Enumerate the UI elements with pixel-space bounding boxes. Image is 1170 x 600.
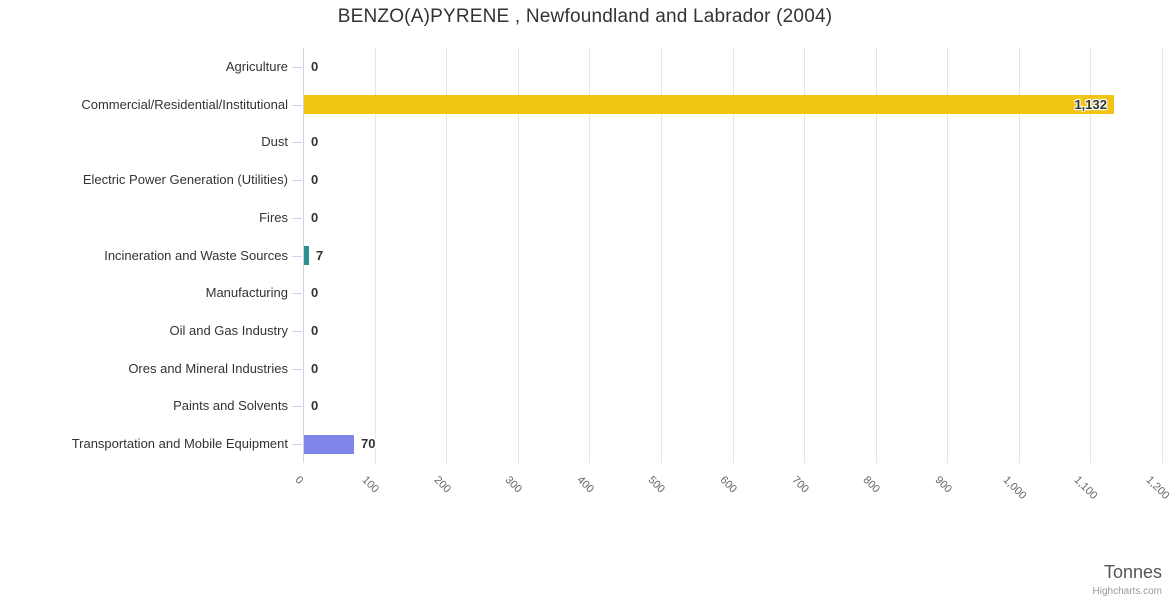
category-label: Agriculture — [225, 58, 288, 74]
value-label: 0 — [311, 209, 319, 225]
gridline — [732, 48, 734, 463]
value-label: 0 — [311, 398, 319, 414]
value-label: 0 — [311, 172, 319, 188]
x-axis-title: Tonnes — [1103, 562, 1162, 582]
gridline — [446, 48, 448, 463]
gridline — [1090, 48, 1092, 463]
category-label: Manufacturing — [205, 285, 288, 301]
gridline — [1162, 48, 1163, 463]
category-tick — [292, 369, 302, 370]
x-axis-tick-label: 1,000 — [1000, 474, 1029, 502]
category-label: Oil and Gas Industry — [169, 322, 289, 338]
x-axis-tick-label: 1,100 — [1071, 474, 1100, 502]
value-label: 0 — [311, 322, 319, 338]
value-label: 70 — [361, 436, 376, 452]
category-tick — [292, 256, 302, 257]
category-tick — [292, 142, 302, 143]
x-axis-tick-label: 400 — [574, 474, 596, 496]
gridline — [517, 48, 519, 463]
category-tick — [292, 444, 302, 445]
x-axis-tick-label: 0 — [292, 474, 306, 487]
x-axis-tick-label: 1,200 — [1143, 474, 1170, 502]
value-label: 0 — [311, 58, 319, 74]
category-label: Electric Power Generation (Utilities) — [82, 172, 288, 188]
category-label: Paints and Solvents — [173, 398, 288, 414]
chart-bar[interactable] — [304, 246, 309, 265]
x-axis-tick-label: 100 — [359, 474, 382, 496]
category-label: Transportation and Mobile Equipment — [71, 436, 288, 452]
gridline — [947, 48, 949, 463]
gridline — [660, 48, 662, 463]
x-axis-tick-label: 800 — [860, 474, 883, 496]
x-axis-tick-label: 900 — [932, 474, 954, 496]
category-tick — [292, 331, 302, 332]
category-tick — [292, 406, 302, 407]
gridline — [804, 48, 806, 463]
category-label: Fires — [259, 209, 288, 225]
category-tick — [292, 105, 302, 106]
highcharts-credit[interactable]: Highcharts.com — [1092, 586, 1162, 597]
y-axis-line — [303, 48, 304, 463]
value-label: 7 — [316, 247, 324, 263]
chart-bar[interactable] — [304, 434, 354, 454]
x-axis-tick-label: 200 — [431, 474, 453, 496]
x-axis-tick-label: 500 — [645, 474, 668, 496]
category-tick — [292, 218, 302, 219]
category-label: Incineration and Waste Sources — [104, 247, 288, 263]
gridline — [875, 48, 877, 463]
x-axis-tick-label: 300 — [502, 474, 525, 496]
chart-title: BENZO(A)PYRENE , Newfoundland and Labrad… — [337, 6, 833, 27]
category-label: Dust — [261, 134, 288, 150]
category-label: Commercial/Residential/Institutional — [81, 96, 288, 112]
category-tick — [292, 180, 302, 181]
gridline — [589, 48, 591, 463]
value-label: 0 — [311, 285, 319, 301]
category-label: Ores and Mineral Industries — [128, 360, 288, 376]
value-label: 0 — [311, 360, 319, 376]
category-tick — [292, 67, 302, 68]
value-label: 0 — [311, 134, 319, 150]
x-axis-tick-label: 700 — [789, 474, 811, 496]
category-tick — [292, 293, 302, 294]
chart-bar[interactable] — [304, 95, 1114, 115]
gridline — [374, 48, 376, 463]
value-label: 1,132 — [1074, 96, 1107, 112]
x-axis-tick-label: 600 — [717, 474, 739, 496]
gridline — [1018, 48, 1020, 463]
